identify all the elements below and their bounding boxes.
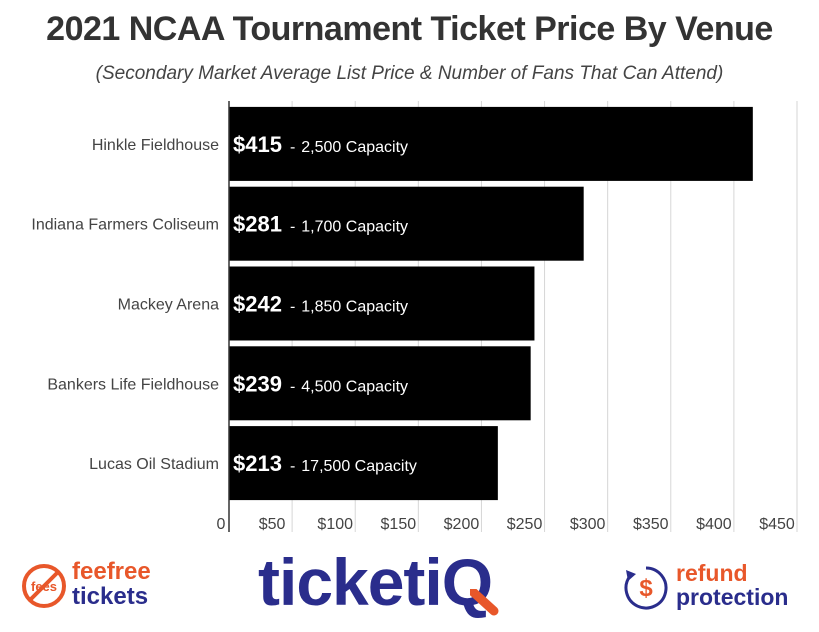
- ticketiq-logo: ticketiQ: [258, 546, 568, 626]
- bar-price-label: $242: [233, 292, 282, 317]
- chart-title: 2021 NCAA Tournament Ticket Price By Ven…: [46, 10, 773, 48]
- bar-price-label: $213: [233, 451, 282, 476]
- tickets-word: tickets: [72, 583, 149, 610]
- bar-separator: -: [290, 299, 295, 316]
- x-tick-label: $400: [696, 516, 732, 533]
- category-label: Mackey Arena: [118, 297, 219, 314]
- bar-chart: $415-2,500 Capacity$281-1,700 Capacity$2…: [31, 101, 798, 533]
- category-labels: Hinkle Fieldhouse Indiana Farmers Coliseu…: [31, 137, 219, 473]
- dollar-symbol: $: [639, 575, 653, 602]
- feefree-word: feefree: [72, 558, 151, 585]
- x-tick-label: $200: [444, 516, 480, 533]
- magnifier-handle-icon: [469, 589, 499, 616]
- bars-layer: $415-2,500 Capacity$281-1,700 Capacity$2…: [229, 106, 753, 501]
- fees-badge-text: fees: [31, 579, 57, 594]
- bar-separator: -: [290, 219, 295, 236]
- bar: [229, 106, 753, 181]
- refund-dollar-icon: $: [624, 566, 668, 610]
- chart-subtitle: (Secondary Market Average List Price & N…: [95, 63, 724, 84]
- bar-separator: -: [290, 139, 295, 156]
- x-tick-label: $150: [381, 516, 417, 533]
- bar-capacity-label: 4,500 Capacity: [301, 378, 408, 395]
- no-fees-icon: fees: [22, 564, 66, 608]
- x-tick-label: $100: [317, 516, 353, 533]
- x-tick-label: $50: [259, 516, 286, 533]
- bar-separator: -: [290, 458, 295, 475]
- category-label: Indiana Farmers Coliseum: [31, 217, 219, 234]
- category-label: Bankers Life Fieldhouse: [47, 376, 219, 393]
- bar-data-label: $415-2,500 Capacity: [233, 132, 408, 157]
- x-tick-label: $300: [570, 516, 606, 533]
- bar-price-label: $281: [233, 212, 282, 237]
- category-label: Lucas Oil Stadium: [89, 456, 219, 473]
- x-tick-label: $450: [759, 516, 795, 533]
- ticketiq-wordmark: ticketiQ: [258, 545, 499, 619]
- protection-word: protection: [676, 584, 789, 610]
- bar-price-label: $415: [233, 132, 282, 157]
- bar: [229, 426, 498, 501]
- x-tick-label: 0: [217, 516, 226, 533]
- bar-price-label: $239: [233, 371, 282, 396]
- refund-word: refund: [676, 560, 748, 586]
- bar-data-label: $239-4,500 Capacity: [233, 371, 408, 396]
- bar: [229, 346, 531, 421]
- bar: [229, 266, 535, 341]
- bar-separator: -: [290, 378, 295, 395]
- x-tick-label: $350: [633, 516, 669, 533]
- bar-capacity-label: 2,500 Capacity: [301, 139, 408, 156]
- x-tick-label: $250: [507, 516, 543, 533]
- bar-data-label: $281-1,700 Capacity: [233, 212, 408, 237]
- q-letter: Q: [442, 545, 499, 619]
- bar-data-label: $242-1,850 Capacity: [233, 292, 408, 317]
- bar-data-label: $213-17,500 Capacity: [233, 451, 417, 476]
- bar-capacity-label: 1,700 Capacity: [301, 219, 408, 236]
- bar-capacity-label: 1,850 Capacity: [301, 299, 408, 316]
- feefree-tickets-logo: fees feefree tickets: [20, 558, 190, 618]
- bar-capacity-label: 17,500 Capacity: [301, 458, 417, 475]
- category-label: Hinkle Fieldhouse: [92, 137, 219, 154]
- tick-labels: 0 $50 $100 $150 $200 $250 $300 $350 $400 $450: [217, 516, 795, 533]
- ticketi-text: ticketi: [258, 545, 443, 619]
- refund-protection-logo: $ refund protection: [622, 560, 812, 620]
- bar: [229, 186, 584, 261]
